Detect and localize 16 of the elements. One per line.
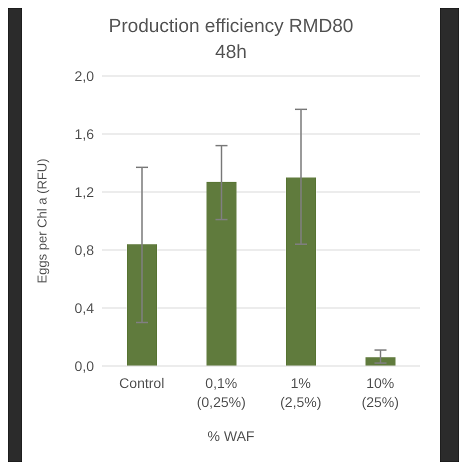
x-tick-label: 10% (25%) <box>362 375 399 410</box>
bar <box>127 244 157 366</box>
y-tick-label: 2,0 <box>74 68 94 84</box>
bar <box>286 178 316 366</box>
x-tick-label: Control <box>119 375 164 391</box>
chart-title: Production efficiency RMD80 48h <box>108 15 354 65</box>
x-tick-label: 1% (2,5%) <box>280 375 322 410</box>
y-tick-label: 1,6 <box>74 126 94 142</box>
y-tick-label: 0,8 <box>74 242 94 258</box>
y-axis-title: Eggs per Chl a (RFU) <box>34 158 50 284</box>
y-tick-label: 0,0 <box>74 358 94 374</box>
y-tick-label: 0,4 <box>74 300 94 316</box>
y-tick-label: 1,2 <box>74 184 94 200</box>
x-tick-label: 0,1% (0,25%) <box>196 375 246 410</box>
x-axis-title: % WAF <box>206 428 256 444</box>
bar <box>206 182 236 366</box>
